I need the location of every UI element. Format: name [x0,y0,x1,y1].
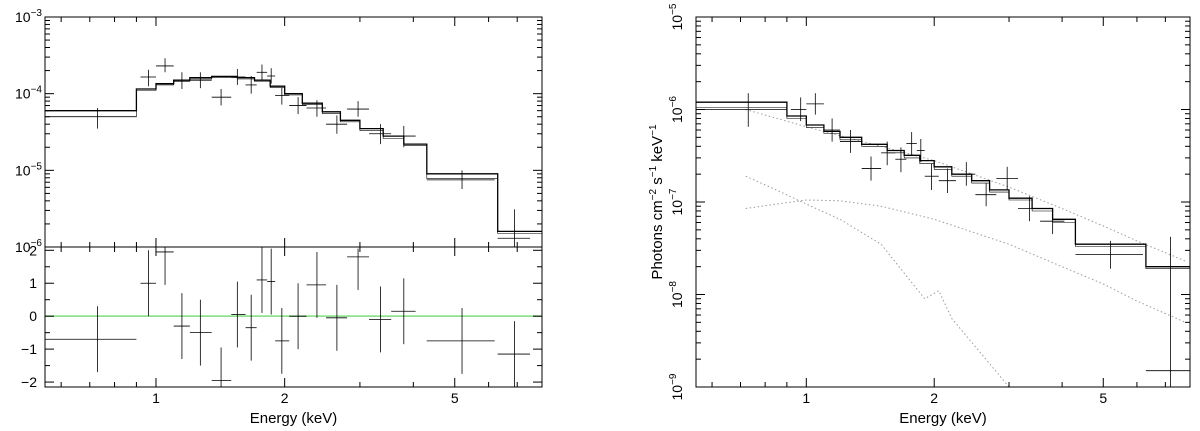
data-point [211,89,232,106]
y-tick-label: 0 [29,308,37,324]
y-tick-label: 1 [29,275,37,291]
data-point [173,293,190,359]
data-point [906,132,917,156]
data-point [1075,240,1143,269]
model-component-line [745,175,1010,387]
data-point [155,247,174,285]
x-tick-label: 2 [281,390,289,406]
y-tick-label: 10−3 [15,8,42,25]
data-point [426,170,495,190]
data-point [45,306,137,373]
data-point [806,93,824,115]
y-tick-label: 10−8 [668,281,685,308]
data-point [231,68,246,85]
data-point [895,147,907,173]
data-point [289,97,307,115]
data-point [267,248,276,315]
data-point [497,209,531,247]
data-point [140,250,156,317]
data-point [368,124,392,145]
left-spectrum-panel: 10−3 10−4 10−5 10−6 [15,8,543,255]
data-point [256,64,268,81]
data-point [289,283,307,350]
data-point [256,247,268,313]
data-point [189,72,212,89]
data-point [45,108,137,129]
y-tick-label: 10−6 [15,238,42,255]
data-point [823,118,840,142]
data-point [155,58,174,73]
y-tick-label: 2 [29,242,37,258]
plot-area [696,93,1190,387]
data-point [1018,196,1041,222]
data-point [245,294,257,361]
x-axis-label: Energy (keV) [899,410,987,427]
data-point [391,278,416,345]
y-tick-label: 10−6 [668,96,685,123]
data-point [306,100,327,117]
data-point [881,141,896,166]
y-tick-label: 10−7 [668,188,685,215]
data-point [696,93,787,127]
data-point [839,130,862,153]
y-tick-label: 10−9 [668,373,685,400]
data-point [211,347,232,387]
data-point [189,299,212,366]
data-point [790,97,807,122]
x-tick-label: 1 [152,390,160,406]
y-axis-label: Photons cm−2 s−1 keV−1 [648,124,666,280]
data-point [275,87,290,105]
model-component-line [745,109,1186,262]
y-tick-label: −1 [21,341,37,357]
y-tick-label: −2 [21,374,37,390]
data-point [996,166,1019,190]
x-tick-label: 5 [1099,390,1107,406]
plot-frame [44,246,543,388]
data-point [326,115,348,134]
data-point [306,251,327,318]
data-point [140,69,156,87]
data-point [173,72,190,90]
plot-frame [695,16,1191,388]
model-step-line-secondary [45,77,542,234]
data-point [275,307,290,374]
x-tick-label: 1 [802,390,810,406]
data-point [861,156,882,181]
data-point [347,101,369,117]
y-tick-label: 10−5 [668,3,685,30]
model-step-line [45,75,542,233]
x-axis-label: Energy (keV) [250,410,338,427]
data-point [975,183,997,207]
data-point [916,138,925,163]
model-step-line [696,101,1190,268]
data-point [1145,236,1190,387]
model-component-line [745,199,1186,323]
data-point [955,162,976,186]
data-point [326,284,348,351]
data-point [924,163,939,190]
left-residuals-panel: −2 −1 0 1 2 1 2 5 Energy (keV) [21,242,543,427]
data-point [426,307,495,374]
plot-frame [44,16,543,248]
data-point [245,75,257,94]
data-point [391,125,416,148]
y-tick-label: 10−4 [15,85,42,102]
data-point [938,168,956,194]
data-point [368,286,392,353]
y-tick-label: 10−5 [15,161,42,178]
data-point [1040,208,1065,235]
data-point [497,321,531,387]
data-point [347,248,369,290]
x-tick-label: 5 [451,390,459,406]
data-point [231,281,246,348]
x-tick-label: 2 [930,390,938,406]
data-point [267,68,276,84]
right-unfolded-spectrum-panel: 10−5 10−6 10−7 10−8 10−9 1 2 5 Energy (keV) Photo… [648,3,1191,427]
